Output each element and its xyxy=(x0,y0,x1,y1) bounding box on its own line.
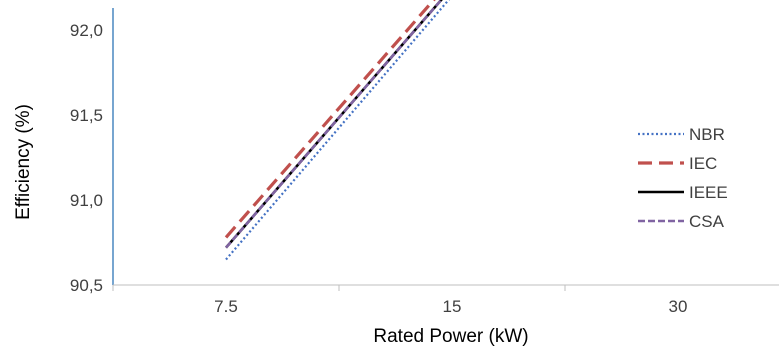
y-axis-title: Efficiency (%) xyxy=(13,104,34,220)
y-tick-label: 90,5 xyxy=(70,276,103,295)
x-axis-tick-labels: 7.5 15 30 xyxy=(214,297,687,316)
x-axis-title: Rated Power (kW) xyxy=(373,326,528,347)
legend-label-csa: CSA xyxy=(689,212,725,231)
y-tick-label: 91,0 xyxy=(70,191,103,210)
legend: NBR IEC IEEE CSA xyxy=(638,125,728,231)
x-axis-ticks xyxy=(112,285,566,291)
legend-label-iec: IEC xyxy=(689,154,717,173)
series-line-csa xyxy=(225,0,443,249)
y-tick-label: 91,5 xyxy=(70,106,103,125)
y-tick-label: 92,0 xyxy=(70,21,103,40)
series-line-iec xyxy=(224,0,436,239)
series-line-nbr xyxy=(225,0,451,261)
x-tick-label: 30 xyxy=(669,297,688,316)
y-axis-tick-labels: 90,591,091,592,092,593,093,5 xyxy=(70,21,103,295)
x-tick-label: 7.5 xyxy=(214,297,238,316)
series-lines xyxy=(224,0,451,261)
legend-label-nbr: NBR xyxy=(689,125,725,144)
series-line-ieee xyxy=(225,0,443,249)
legend-label-ieee: IEEE xyxy=(689,183,728,202)
x-tick-label: 15 xyxy=(443,297,462,316)
